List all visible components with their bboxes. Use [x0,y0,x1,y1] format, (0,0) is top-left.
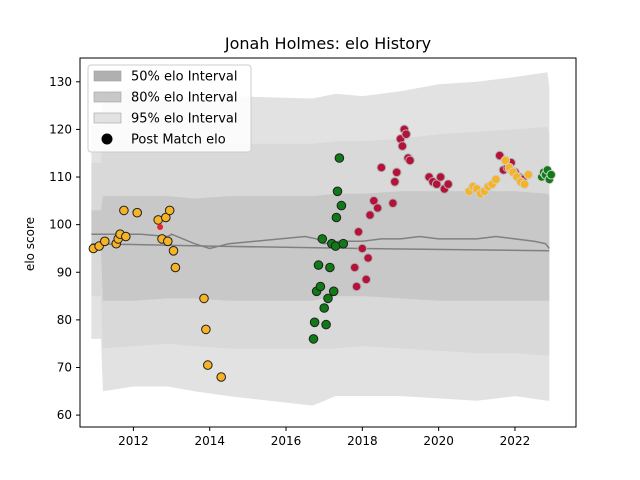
highlight-point [157,224,164,230]
x-tick-label: 2014 [194,434,225,448]
match-point [388,198,398,208]
y-tick-label: 60 [57,408,72,422]
x-tick-label: 2022 [500,434,531,448]
match-point [519,179,530,189]
match-point [443,179,454,189]
match-point [338,238,349,249]
match-point [323,293,333,304]
legend-box [87,64,252,153]
x-tick-label: 2016 [271,434,302,448]
match-point [119,205,129,216]
match-point [397,141,408,151]
match-point [317,234,328,244]
y-tick-label: 70 [57,360,72,374]
legend-label: Post Match elo [131,133,226,148]
match-point [336,200,347,211]
match-point [170,262,181,273]
match-point [201,324,211,335]
match-point [351,281,362,292]
match-point [309,317,320,328]
y-tick-label: 110 [49,170,72,184]
match-point [349,262,360,273]
match-point [308,334,319,344]
match-point [132,207,142,218]
match-point [216,372,226,382]
x-tick-label: 2018 [347,434,378,448]
match-point [546,169,557,180]
match-point [431,179,442,189]
match-point [161,212,171,223]
match-point [363,253,373,263]
match-point [321,319,331,330]
y-tick-label: 90 [57,265,72,279]
match-point [435,172,446,182]
chart-title: Jonah Holmes: elo History [224,34,431,53]
match-point [357,243,368,254]
match-point [203,360,213,370]
match-point [523,169,534,180]
match-point [328,286,339,297]
legend-swatch [93,91,122,103]
match-point [331,212,342,223]
band-50 [91,191,550,301]
match-point [163,236,173,247]
match-point [401,129,412,139]
legend-swatch [93,112,122,124]
match-point [199,293,209,304]
y-axis-label: elo score [23,217,37,271]
y-tick-label: 130 [49,75,72,89]
x-tick-label: 2020 [423,434,454,448]
y-tick-label: 120 [49,122,72,136]
legend: 50% elo Interval 80% elo Interval 95% elo … [87,64,252,153]
match-point [365,210,375,220]
y-tick-label: 80 [57,313,72,327]
match-point [332,186,343,197]
match-point [313,260,324,270]
x-tick-label: 2012 [118,434,149,448]
y-axis: 60 70 80 90 100 110 120 130 [49,75,80,422]
y-tick-label: 100 [49,218,72,232]
match-point [334,153,345,163]
match-point [491,174,501,185]
match-point [325,262,335,273]
match-point [315,281,326,292]
legend-marker [101,133,113,145]
match-point [372,203,383,213]
elo-line-2 [91,242,550,252]
match-point [353,227,364,237]
match-point [361,274,372,285]
match-point [319,303,330,313]
legend-label: 95% elo Interval [131,112,238,127]
match-point [391,167,402,178]
plot-frame [79,57,577,428]
match-point [390,177,400,187]
match-point [376,162,387,173]
match-point [100,236,110,247]
legend-swatch [93,70,122,82]
match-point [164,205,175,216]
elo-line-1 [91,233,550,250]
match-point [405,155,415,166]
x-axis: 2012 2014 2016 2018 2020 2022 [118,427,530,448]
legend-label: 50% elo Interval [131,70,238,85]
legend-label: 80% elo Interval [131,91,238,106]
plot-area [88,72,557,406]
match-point [121,231,131,242]
match-point [168,246,179,256]
